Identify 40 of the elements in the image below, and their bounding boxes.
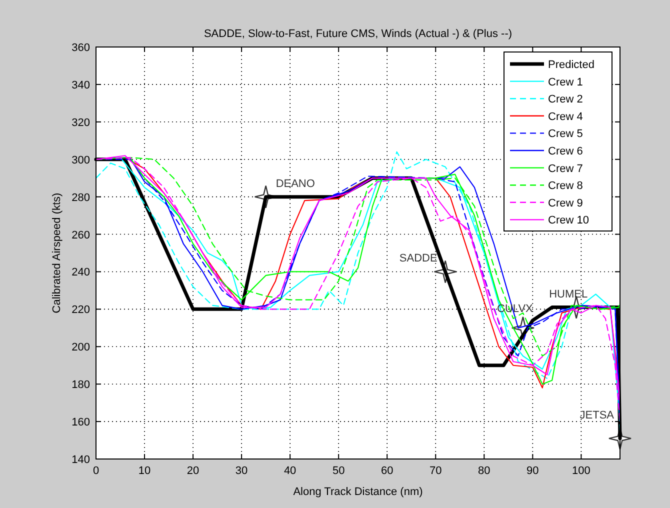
y-tick-label: 240 [72, 266, 90, 279]
legend-label: Predicted [548, 59, 594, 71]
legend-label: Crew 6 [548, 146, 583, 158]
annotation: DEANO [276, 178, 316, 190]
y-tick-label: 280 [72, 192, 90, 204]
x-tick-label: 30 [235, 465, 248, 477]
y-tick-label: 260 [72, 229, 90, 242]
x-axis-title: Along Track Distance (nm) [293, 486, 423, 498]
y-tick-label: 300 [72, 154, 90, 166]
legend-label: Crew 5 [548, 128, 583, 140]
y-axis-title: Calibrated Airspeed (kts) [51, 192, 63, 314]
x-tick-label: 50 [332, 465, 345, 477]
x-tick-label: 90 [526, 465, 539, 477]
x-tick-label: 70 [430, 465, 442, 477]
x-tick-label: 80 [478, 465, 490, 477]
legend-label: Crew 2 [548, 94, 583, 106]
x-tick-label: 0 [92, 465, 100, 477]
x-tick-label: 60 [380, 465, 394, 477]
y-tick-label: 220 [72, 304, 90, 316]
chart-title: SADDE, Slow-to-Fast, Future CMS, Winds (Actual -) & (Plus --) [204, 28, 512, 40]
y-tick-label: 160 [72, 416, 90, 429]
legend-label: Crew 10 [548, 214, 589, 227]
legend-label: Crew 4 [548, 110, 583, 123]
annotation: HUMEL [549, 288, 588, 300]
y-tick-label: 340 [72, 79, 90, 92]
x-tick-label: 40 [284, 465, 296, 477]
y-tick-label: 200 [72, 342, 90, 354]
annotation: SADDE [399, 252, 438, 265]
y-tick-label: 180 [72, 379, 90, 392]
x-tick-label: 20 [186, 465, 200, 477]
legend-label: Crew 8 [548, 180, 583, 192]
x-tick-label: 100 [572, 465, 590, 477]
x-tick-label: 10 [138, 465, 151, 477]
legend-label: Crew 7 [548, 162, 583, 175]
y-tick-label: 320 [72, 116, 90, 129]
legend-label: Crew 1 [548, 76, 583, 88]
y-tick-label: 360 [72, 42, 90, 54]
legend-label: Crew 9 [548, 197, 583, 210]
annotation: JETSA [580, 409, 615, 422]
y-tick-label: 140 [72, 454, 90, 466]
